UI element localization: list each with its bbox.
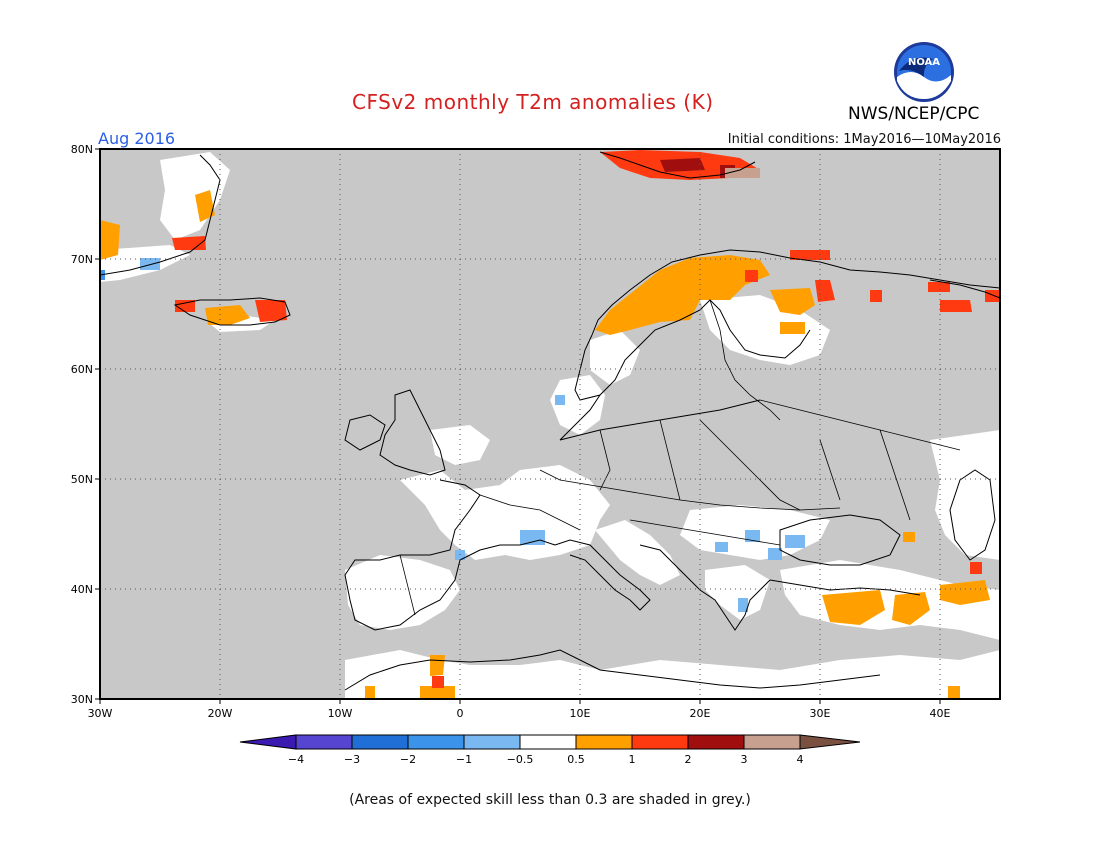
logo-text: NOAA bbox=[908, 57, 940, 68]
colorbar-segment bbox=[687, 734, 745, 750]
lat-label: 80N bbox=[71, 143, 93, 156]
colorbar-segment bbox=[463, 734, 521, 750]
colorbar-tick-label: 2 bbox=[685, 753, 692, 766]
initial-conditions-label: Initial conditions: 1May2016—10May2016 bbox=[727, 132, 1001, 147]
lon-label: 10E bbox=[570, 707, 591, 720]
colorbar-segment bbox=[239, 734, 297, 750]
extreme-warm-anomaly-areas bbox=[725, 168, 760, 178]
latitude-ticks bbox=[95, 148, 100, 700]
colorbar-labels: −4 −3 −2 −1 −0.5 0.5 1 2 3 4 bbox=[288, 753, 804, 766]
colorbar-segment bbox=[743, 734, 801, 750]
colorbar-tick-label: 1 bbox=[629, 753, 636, 766]
colorbar-segment bbox=[351, 734, 409, 750]
colorbar-tick-label: −4 bbox=[288, 753, 304, 766]
colorbar-tick-label: 0.5 bbox=[567, 753, 585, 766]
colorbar-segment bbox=[295, 734, 353, 750]
agency-label: NWS/NCEP/CPC bbox=[848, 104, 980, 124]
colorbar-segment bbox=[519, 734, 577, 750]
colorbar-segment bbox=[575, 734, 633, 750]
chart-title: CFSv2 monthly T2m anomalies (K) bbox=[352, 90, 714, 114]
lon-label: 40E bbox=[930, 707, 951, 720]
graticule bbox=[100, 149, 1000, 699]
colorbar-segment bbox=[631, 734, 689, 750]
lon-label: 0 bbox=[457, 707, 464, 720]
lon-label: 20W bbox=[208, 707, 233, 720]
lat-label: 30N bbox=[71, 693, 93, 706]
skill-footnote: (Areas of expected skill less than 0.3 a… bbox=[349, 792, 751, 808]
colorbar-segment bbox=[407, 734, 465, 750]
lon-label: 20E bbox=[690, 707, 711, 720]
lon-label: 30E bbox=[810, 707, 831, 720]
lat-label: 60N bbox=[71, 363, 93, 376]
colorbar-tick-label: −2 bbox=[400, 753, 416, 766]
colorbar-segment bbox=[799, 734, 861, 750]
lat-label: 40N bbox=[71, 583, 93, 596]
forecast-month: Aug 2016 bbox=[98, 129, 176, 148]
coastlines bbox=[100, 151, 1000, 691]
warm-anomaly-areas bbox=[100, 190, 990, 699]
colorbar-tick-label: 3 bbox=[741, 753, 748, 766]
lat-label: 70N bbox=[71, 253, 93, 266]
colorbar-tick-label: −0.5 bbox=[507, 753, 534, 766]
longitude-ticks bbox=[99, 699, 941, 704]
lat-label: 50N bbox=[71, 473, 93, 486]
colorbar bbox=[239, 734, 861, 750]
anomaly-field bbox=[100, 149, 1000, 699]
lon-label: 10W bbox=[328, 707, 353, 720]
colorbar-tick-label: 4 bbox=[797, 753, 804, 766]
noaa-logo: NOAA bbox=[894, 42, 954, 102]
colorbar-tick-label: −1 bbox=[456, 753, 472, 766]
latitude-labels: 80N 70N 60N 50N 40N 30N bbox=[71, 143, 93, 706]
country-borders bbox=[399, 299, 961, 616]
map-frame bbox=[99, 148, 1001, 700]
lon-label: 30W bbox=[88, 707, 113, 720]
longitude-labels: 30W 20W 10W 0 10E 20E 30E 40E bbox=[88, 707, 951, 720]
colorbar-tick-label: −3 bbox=[344, 753, 360, 766]
